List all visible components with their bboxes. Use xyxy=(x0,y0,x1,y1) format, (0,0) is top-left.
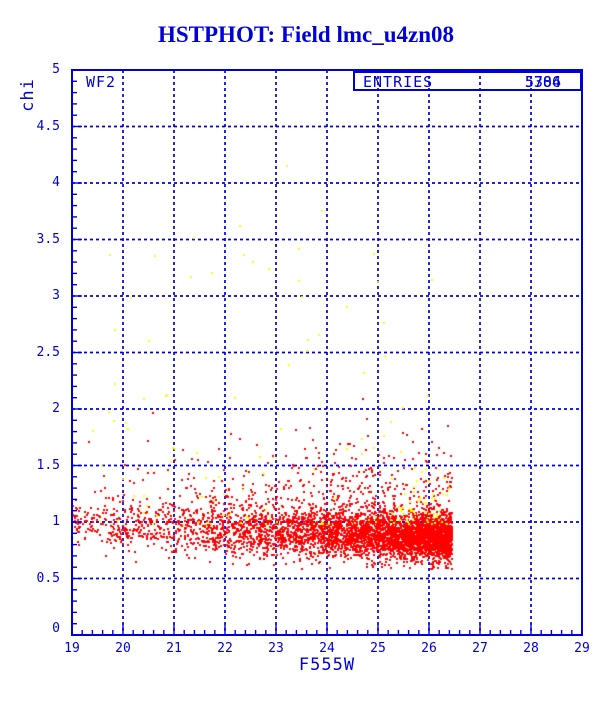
stats-box-value-2: 5706 xyxy=(524,73,561,91)
x-tick-label: 22 xyxy=(217,641,233,656)
y-tick-label: 4.5 xyxy=(36,118,60,134)
x-tick-label: 20 xyxy=(115,641,131,656)
y-tick-label: 1 xyxy=(52,514,60,529)
stats-box-label: ENTRIES xyxy=(363,73,434,91)
y-tick-label: 1.5 xyxy=(36,457,60,473)
y-tick-label: 2.5 xyxy=(36,344,60,360)
y-tick-label: 2 xyxy=(52,401,60,416)
x-tick-label: 21 xyxy=(166,641,182,656)
y-tick-label: 4 xyxy=(52,175,60,190)
stats-box: ENTRIES 5384 5706 xyxy=(353,71,582,91)
x-tick-label: 28 xyxy=(523,641,539,656)
detector-label: WF2 xyxy=(86,73,117,91)
stats-box-value-1: 5384 xyxy=(524,73,561,91)
y-tick-label: 3 xyxy=(52,288,60,303)
x-axis-title: F555W xyxy=(298,655,356,675)
x-tick-label: 29 xyxy=(574,641,590,656)
x-tick-label: 24 xyxy=(319,641,335,656)
y-tick-label: 3.5 xyxy=(36,231,60,247)
x-tick-label: 26 xyxy=(421,641,437,656)
y-tick-label: 0 xyxy=(52,621,60,636)
stats-box-values: 5384 5706 xyxy=(521,73,561,91)
y-tick-label: 5 xyxy=(52,62,60,77)
x-tick-label: 25 xyxy=(370,641,386,656)
x-tick-label: 19 xyxy=(64,641,80,656)
x-tick-label: 27 xyxy=(472,641,488,656)
y-tick-label: 0.5 xyxy=(36,570,60,586)
x-tick-label: 23 xyxy=(268,641,284,656)
